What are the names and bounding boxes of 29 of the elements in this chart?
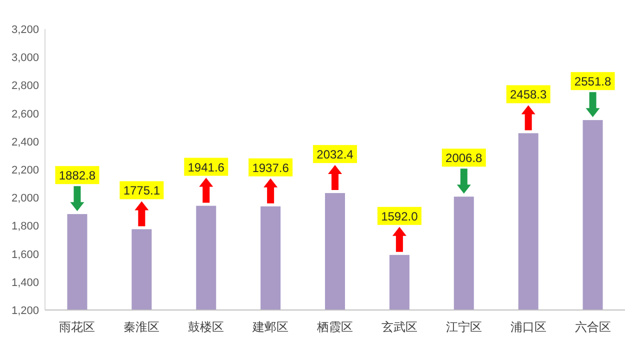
x-tick-label: 江宁区 xyxy=(446,320,482,334)
y-tick-label: 2,800 xyxy=(11,80,39,92)
y-tick-label: 1,200 xyxy=(11,305,39,317)
data-label: 1592.0 xyxy=(381,209,418,224)
y-tick-label: 3,000 xyxy=(11,52,39,64)
data-label: 2458.3 xyxy=(510,88,548,102)
y-tick-label: 1,600 xyxy=(11,248,39,261)
y-tick-label: 1,400 xyxy=(11,276,39,289)
data-label: 2006.8 xyxy=(446,151,483,166)
x-tick-label: 栖霞区 xyxy=(316,320,353,334)
data-label: 2551.8 xyxy=(574,74,612,89)
x-tick-label: 浦口区 xyxy=(510,320,546,334)
y-tick-label: 1,800 xyxy=(11,220,39,233)
data-label: 1882.8 xyxy=(58,168,96,183)
x-tick-label: 雨花区 xyxy=(59,320,96,334)
y-tick-label: 2,200 xyxy=(11,164,39,176)
x-tick-label: 建邺区 xyxy=(252,320,289,334)
data-label: 1937.6 xyxy=(252,160,290,175)
y-tick-label: 2,000 xyxy=(11,192,39,205)
data-label: 1775.1 xyxy=(123,184,160,198)
data-label: 1941.6 xyxy=(188,160,225,174)
y-tick-label: 2,400 xyxy=(11,136,39,148)
y-tick-label: 2,600 xyxy=(11,108,39,120)
data-label: 2032.4 xyxy=(316,148,354,162)
x-tick-label: 鼓楼区 xyxy=(188,320,224,334)
x-tick-label: 秦淮区 xyxy=(124,320,160,334)
y-tick-label: 3,200 xyxy=(11,24,39,36)
x-tick-label: 六合区 xyxy=(574,320,611,334)
x-tick-label: 玄武区 xyxy=(381,320,418,334)
